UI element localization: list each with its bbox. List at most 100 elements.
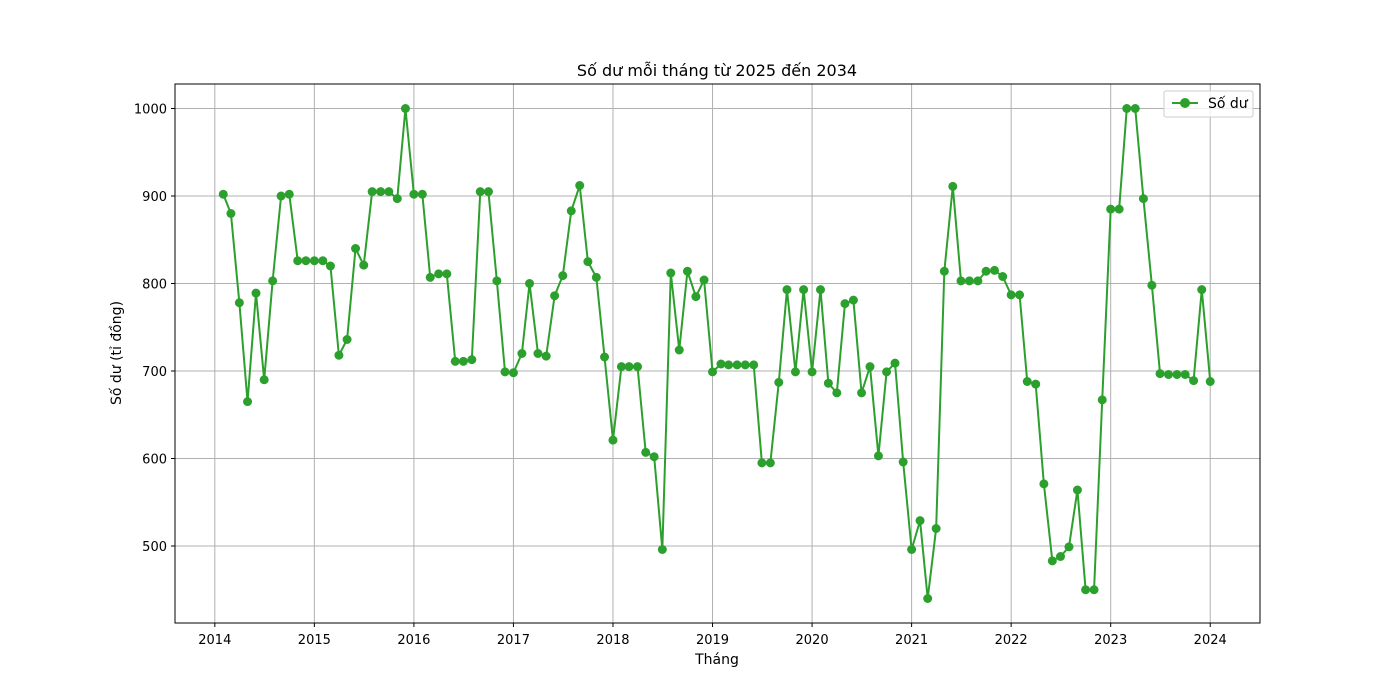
- data-point: [1155, 369, 1165, 379]
- data-point: [823, 378, 833, 388]
- data-point: [848, 295, 858, 305]
- data-point: [624, 362, 634, 372]
- data-point: [508, 368, 518, 378]
- data-point: [882, 367, 892, 377]
- data-point: [641, 447, 651, 457]
- y-tick-label: 500: [142, 540, 167, 555]
- data-point: [765, 458, 775, 468]
- data-point: [981, 266, 991, 276]
- data-point: [334, 350, 344, 360]
- data-point: [458, 356, 468, 366]
- data-point: [1122, 104, 1132, 113]
- data-point: [1047, 556, 1057, 566]
- legend-frame: [1163, 90, 1254, 118]
- data-point: [1205, 377, 1215, 386]
- data-point: [649, 452, 659, 462]
- data-point: [251, 288, 261, 298]
- y-axis-label: Số dư (tỉ đồng): [108, 301, 125, 405]
- data-point: [1089, 585, 1099, 595]
- data-point: [1097, 395, 1107, 405]
- data-point: [790, 367, 800, 377]
- data-point: [318, 256, 328, 266]
- data-point: [740, 360, 750, 370]
- data-point: [840, 299, 850, 309]
- data-point: [633, 362, 643, 372]
- y-tick-label: 800: [142, 278, 167, 293]
- legend: Số dư: [1163, 90, 1254, 118]
- data-point: [757, 458, 767, 468]
- data-point: [1164, 370, 1173, 379]
- data-point: [832, 388, 842, 398]
- data-point: [450, 356, 460, 366]
- data-point: [276, 191, 286, 201]
- y-tick-label: 900: [142, 190, 167, 205]
- data-point: [351, 244, 361, 253]
- data-point: [1172, 370, 1182, 379]
- data-point: [666, 268, 676, 278]
- data-point: [1031, 379, 1041, 389]
- data-point: [218, 189, 228, 199]
- y-tick-label: 700: [142, 365, 167, 380]
- series-layer: [218, 104, 1215, 603]
- data-point: [657, 545, 667, 554]
- data-point: [990, 265, 1000, 275]
- data-point: [325, 261, 335, 271]
- data-point: [392, 194, 402, 204]
- data-point: [1015, 290, 1025, 300]
- data-point: [1056, 552, 1066, 561]
- data-point: [409, 189, 419, 199]
- data-point: [575, 181, 585, 190]
- data-point: [566, 206, 576, 216]
- data-point: [301, 256, 311, 266]
- y-axis: 500 600 700 800 900 1000: [134, 103, 175, 555]
- x-tick-label: 2016: [397, 633, 430, 648]
- x-tick-label: 2019: [696, 633, 729, 648]
- data-point: [898, 457, 908, 467]
- data-point: [550, 291, 560, 301]
- data-point: [865, 362, 875, 372]
- data-point: [749, 360, 759, 370]
- data-point: [1147, 280, 1157, 290]
- data-point: [1138, 194, 1148, 204]
- data-point: [816, 285, 825, 295]
- data-point: [425, 272, 435, 282]
- data-point: [616, 362, 626, 372]
- legend-marker-swatch: [1180, 98, 1190, 108]
- data-point: [964, 276, 974, 286]
- data-point: [359, 260, 369, 270]
- data-point: [483, 187, 493, 197]
- data-point: [956, 276, 966, 286]
- data-point: [682, 266, 692, 276]
- data-point: [873, 451, 883, 461]
- data-point: [442, 269, 452, 279]
- data-point: [799, 285, 809, 295]
- data-point: [583, 257, 593, 267]
- x-tick-label: 2021: [895, 633, 928, 648]
- x-tick-label: 2015: [298, 633, 331, 648]
- x-tick-label: 2020: [796, 633, 829, 648]
- data-point: [1114, 204, 1124, 214]
- data-point: [475, 187, 485, 197]
- x-tick-label: 2024: [1194, 633, 1227, 648]
- data-point: [243, 397, 253, 407]
- data-point: [724, 360, 734, 370]
- data-point: [284, 189, 294, 199]
- data-point: [259, 375, 269, 385]
- data-point: [608, 435, 618, 445]
- data-point: [939, 266, 949, 276]
- x-tick-label: 2014: [198, 633, 231, 648]
- data-point: [890, 358, 900, 368]
- data-point: [691, 292, 701, 302]
- x-tick-label: 2018: [596, 633, 629, 648]
- data-point: [541, 351, 551, 361]
- data-point: [857, 388, 867, 398]
- data-point: [907, 545, 917, 554]
- data-point: [1064, 542, 1074, 552]
- data-point: [1022, 377, 1032, 386]
- data-point: [591, 272, 601, 282]
- data-point: [915, 516, 925, 526]
- data-point: [923, 594, 933, 603]
- data-point: [525, 279, 535, 288]
- chart-title: Số dư mỗi tháng từ 2025 đến 2034: [577, 61, 857, 80]
